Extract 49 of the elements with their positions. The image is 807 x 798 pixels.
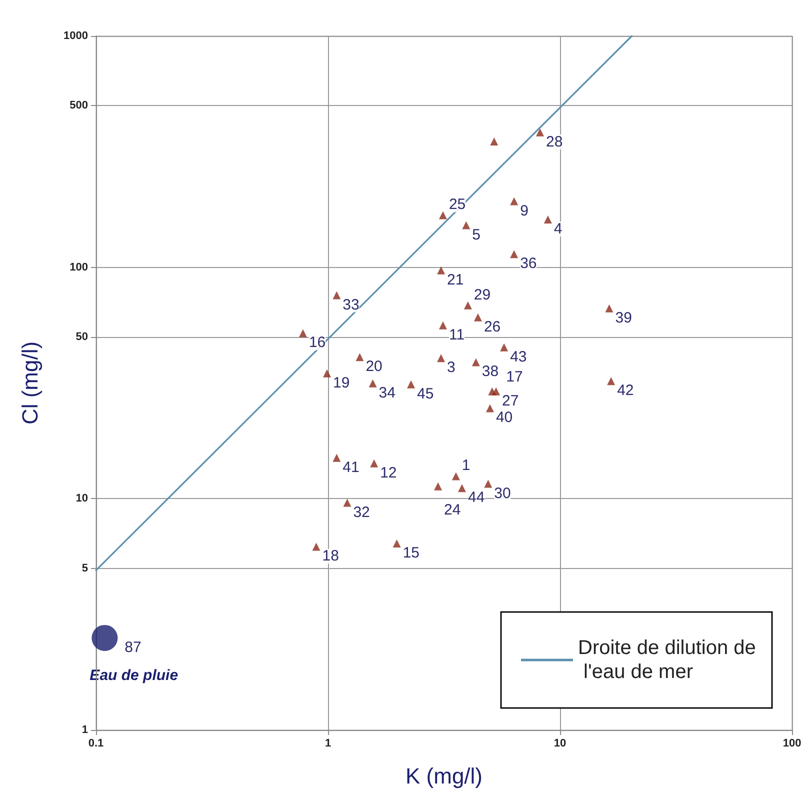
x-tick-label: 1: [324, 738, 332, 750]
annotation: 44: [468, 489, 485, 506]
annotation: 26: [484, 318, 501, 336]
x-tick-label: 0.1: [88, 738, 104, 750]
y-tick-label: 500: [70, 100, 88, 112]
annotation: 36: [520, 255, 537, 272]
y-tick-label: 5: [82, 562, 88, 574]
y-axis-title: Cl (mg/l): [18, 341, 42, 425]
annotation: 20: [366, 358, 382, 376]
annotation: 11: [448, 326, 465, 344]
x-axis-title: K (mg/l): [406, 764, 482, 788]
legend-label: Droite de dilution de l'eau de mer: [578, 637, 756, 683]
annotation: 32: [353, 504, 370, 521]
series-label: Eau de pluie: [90, 666, 178, 684]
annotation: 17: [506, 368, 523, 386]
y-tick-label: 10: [76, 492, 88, 505]
annotation: 4: [554, 220, 562, 238]
annotation: 34: [378, 384, 396, 402]
y-tick-label: 100: [70, 261, 88, 274]
annotation: 33: [342, 296, 360, 314]
annotation: 24: [444, 501, 461, 518]
x-tick-label: 100: [782, 738, 802, 750]
annotation: 21: [447, 271, 464, 288]
y-tick-label: 50: [76, 330, 88, 343]
annotation: 43: [510, 348, 527, 366]
annotation: 39: [615, 309, 632, 326]
annotation: 5: [472, 226, 480, 244]
x-tick-label: 10: [554, 738, 566, 750]
annotation: 15: [402, 544, 420, 562]
annotation: 12: [380, 464, 397, 482]
annotation: 40: [496, 409, 513, 426]
annotation: 25: [448, 196, 466, 214]
annotation: 1: [462, 457, 470, 474]
annotation: 45: [417, 385, 434, 402]
annotation: 19: [332, 374, 350, 392]
y-tick-label: 1000: [64, 30, 88, 42]
y-tick-label: 1: [82, 724, 88, 736]
annotation: 38: [482, 363, 499, 380]
annotation: 41: [342, 458, 360, 476]
annotation: 3: [447, 359, 456, 376]
annotation: 28: [546, 133, 563, 150]
annotation: 87: [124, 638, 142, 656]
annotation: 42: [617, 382, 634, 400]
annotation: 30: [494, 484, 511, 502]
annotation: 27: [502, 392, 519, 410]
annotation: 18: [322, 548, 339, 565]
annotation: 9: [520, 202, 528, 220]
annotation: 29: [474, 286, 491, 304]
annotation: 16: [308, 334, 326, 352]
